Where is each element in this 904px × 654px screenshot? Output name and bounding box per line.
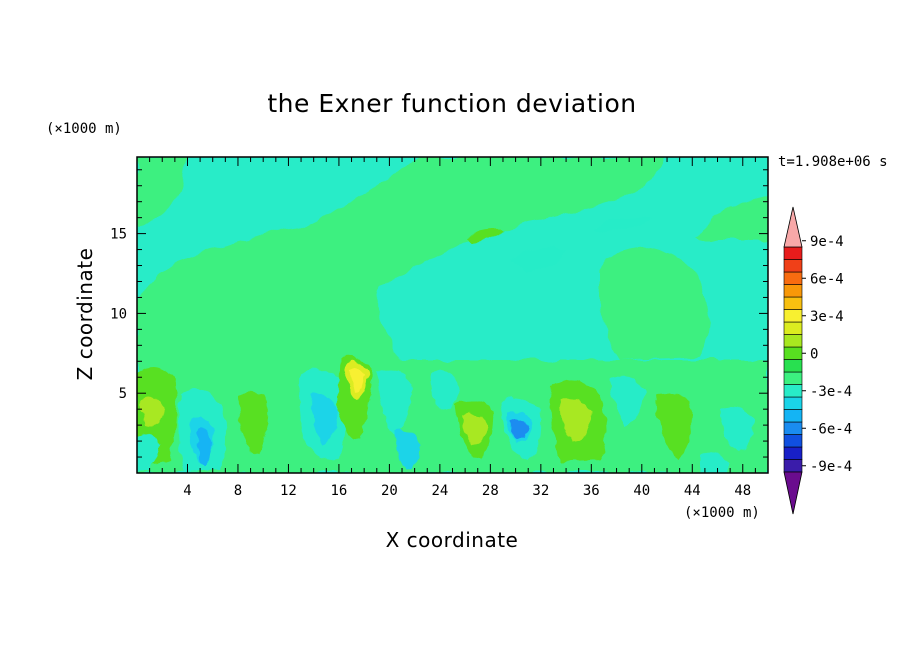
x-tick-label: 8 (234, 483, 242, 499)
chart-title: the Exner function deviation (267, 89, 636, 118)
colorbar-box (783, 246, 803, 260)
colorbar-label: -6e-4 (810, 421, 852, 437)
x-tick-label: 20 (381, 483, 398, 499)
x-axis: 4 8 12 16 20 24 28 32 36 40 44 48 (149, 157, 756, 499)
colorbar-box (783, 409, 803, 423)
colorbar-label: 0 (810, 346, 818, 362)
colorbar-box (783, 446, 803, 460)
colorbar-label: -9e-4 (810, 459, 852, 475)
y-tick-label: 10 (110, 306, 127, 322)
y-tick-label: 5 (119, 386, 127, 402)
colorbar-box (783, 321, 803, 335)
contour-field (137, 157, 768, 473)
colorbar-box (783, 309, 803, 323)
colorbar-box (783, 346, 803, 360)
colorbar-box (783, 334, 803, 348)
colorbar-label: 3e-4 (810, 309, 844, 325)
colorbar-box (783, 359, 803, 373)
y-axis: 5 10 15 (110, 169, 768, 458)
colorbar-box (783, 284, 803, 298)
y-axis-label: Z coordinate (73, 248, 97, 381)
x-tick-label: 12 (280, 483, 297, 499)
colorbar-label: 9e-4 (810, 234, 844, 250)
colorbar-box (783, 384, 803, 398)
x-tick-label: 28 (482, 483, 499, 499)
x-tick-label: 44 (684, 483, 701, 499)
colorbar-label: -3e-4 (810, 384, 852, 400)
x-tick-label: 32 (532, 483, 549, 499)
colorbar: 9e-4 6e-4 3e-4 0 -3e-4 -6e-4 -9e-4 (783, 206, 852, 515)
colorbar-min-triangle (783, 471, 803, 515)
colorbar-box (783, 396, 803, 410)
x-tick-label: 36 (583, 483, 600, 499)
colorbar-box (783, 459, 803, 473)
colorbar-box (783, 371, 803, 385)
y-unit-label: (×1000 m) (46, 121, 122, 137)
x-tick-label: 16 (330, 483, 347, 499)
colorbar-box (783, 434, 803, 448)
colorbar-box (783, 259, 803, 273)
colorbar-max-triangle (783, 206, 803, 248)
x-axis-label: X coordinate (386, 528, 519, 552)
y-tick-label: 15 (110, 227, 127, 243)
x-unit-label: (×1000 m) (684, 505, 760, 521)
x-tick-label: 48 (734, 483, 751, 499)
x-tick-label: 4 (183, 483, 191, 499)
x-tick-label: 24 (431, 483, 448, 499)
x-tick-label: 40 (633, 483, 650, 499)
colorbar-box (783, 296, 803, 310)
colorbar-label: 6e-4 (810, 271, 844, 287)
colorbar-box (783, 271, 803, 285)
time-label: t=1.908e+06 s (778, 154, 888, 170)
colorbar-box (783, 421, 803, 435)
